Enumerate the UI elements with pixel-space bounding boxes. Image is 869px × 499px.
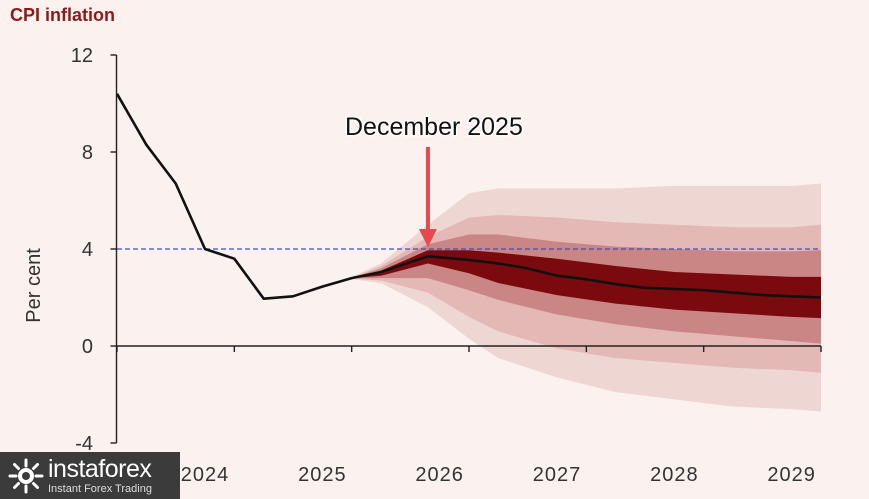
projection-line [427,255,822,299]
watermark-brand: instaforex [48,454,152,483]
fan-bands [351,183,821,412]
x-tick-label: 2025 [298,464,347,486]
x-tick-label: 2024 [181,464,230,486]
fan-band-4 [351,250,821,319]
watermark: instaforex Instant Forex Trading [0,452,180,499]
watermark-tagline: Instant Forex Trading [48,482,152,495]
y-tick-label: -4 [75,433,93,455]
x-tick-label: 2029 [767,464,816,486]
x-tick-label: 2028 [650,464,699,486]
annotation-arrow-head [418,229,437,247]
annotation-label: December 2025 [345,113,523,141]
y-tick-label: 12 [71,45,93,67]
y-axis-label: Per cent [23,248,45,323]
instaforex-logo-icon [8,458,44,493]
x-tick-label: 2027 [533,464,582,486]
annotation: December 2025 [343,112,524,247]
y-tick-label: 0 [82,336,93,358]
inflation-line [115,93,822,301]
chart-title: CPI inflation [10,5,115,25]
outturn-line [115,93,429,301]
y-tick-label: 4 [82,239,93,261]
y-tick-label: 8 [82,142,93,164]
x-tick-label: 2026 [415,464,464,486]
